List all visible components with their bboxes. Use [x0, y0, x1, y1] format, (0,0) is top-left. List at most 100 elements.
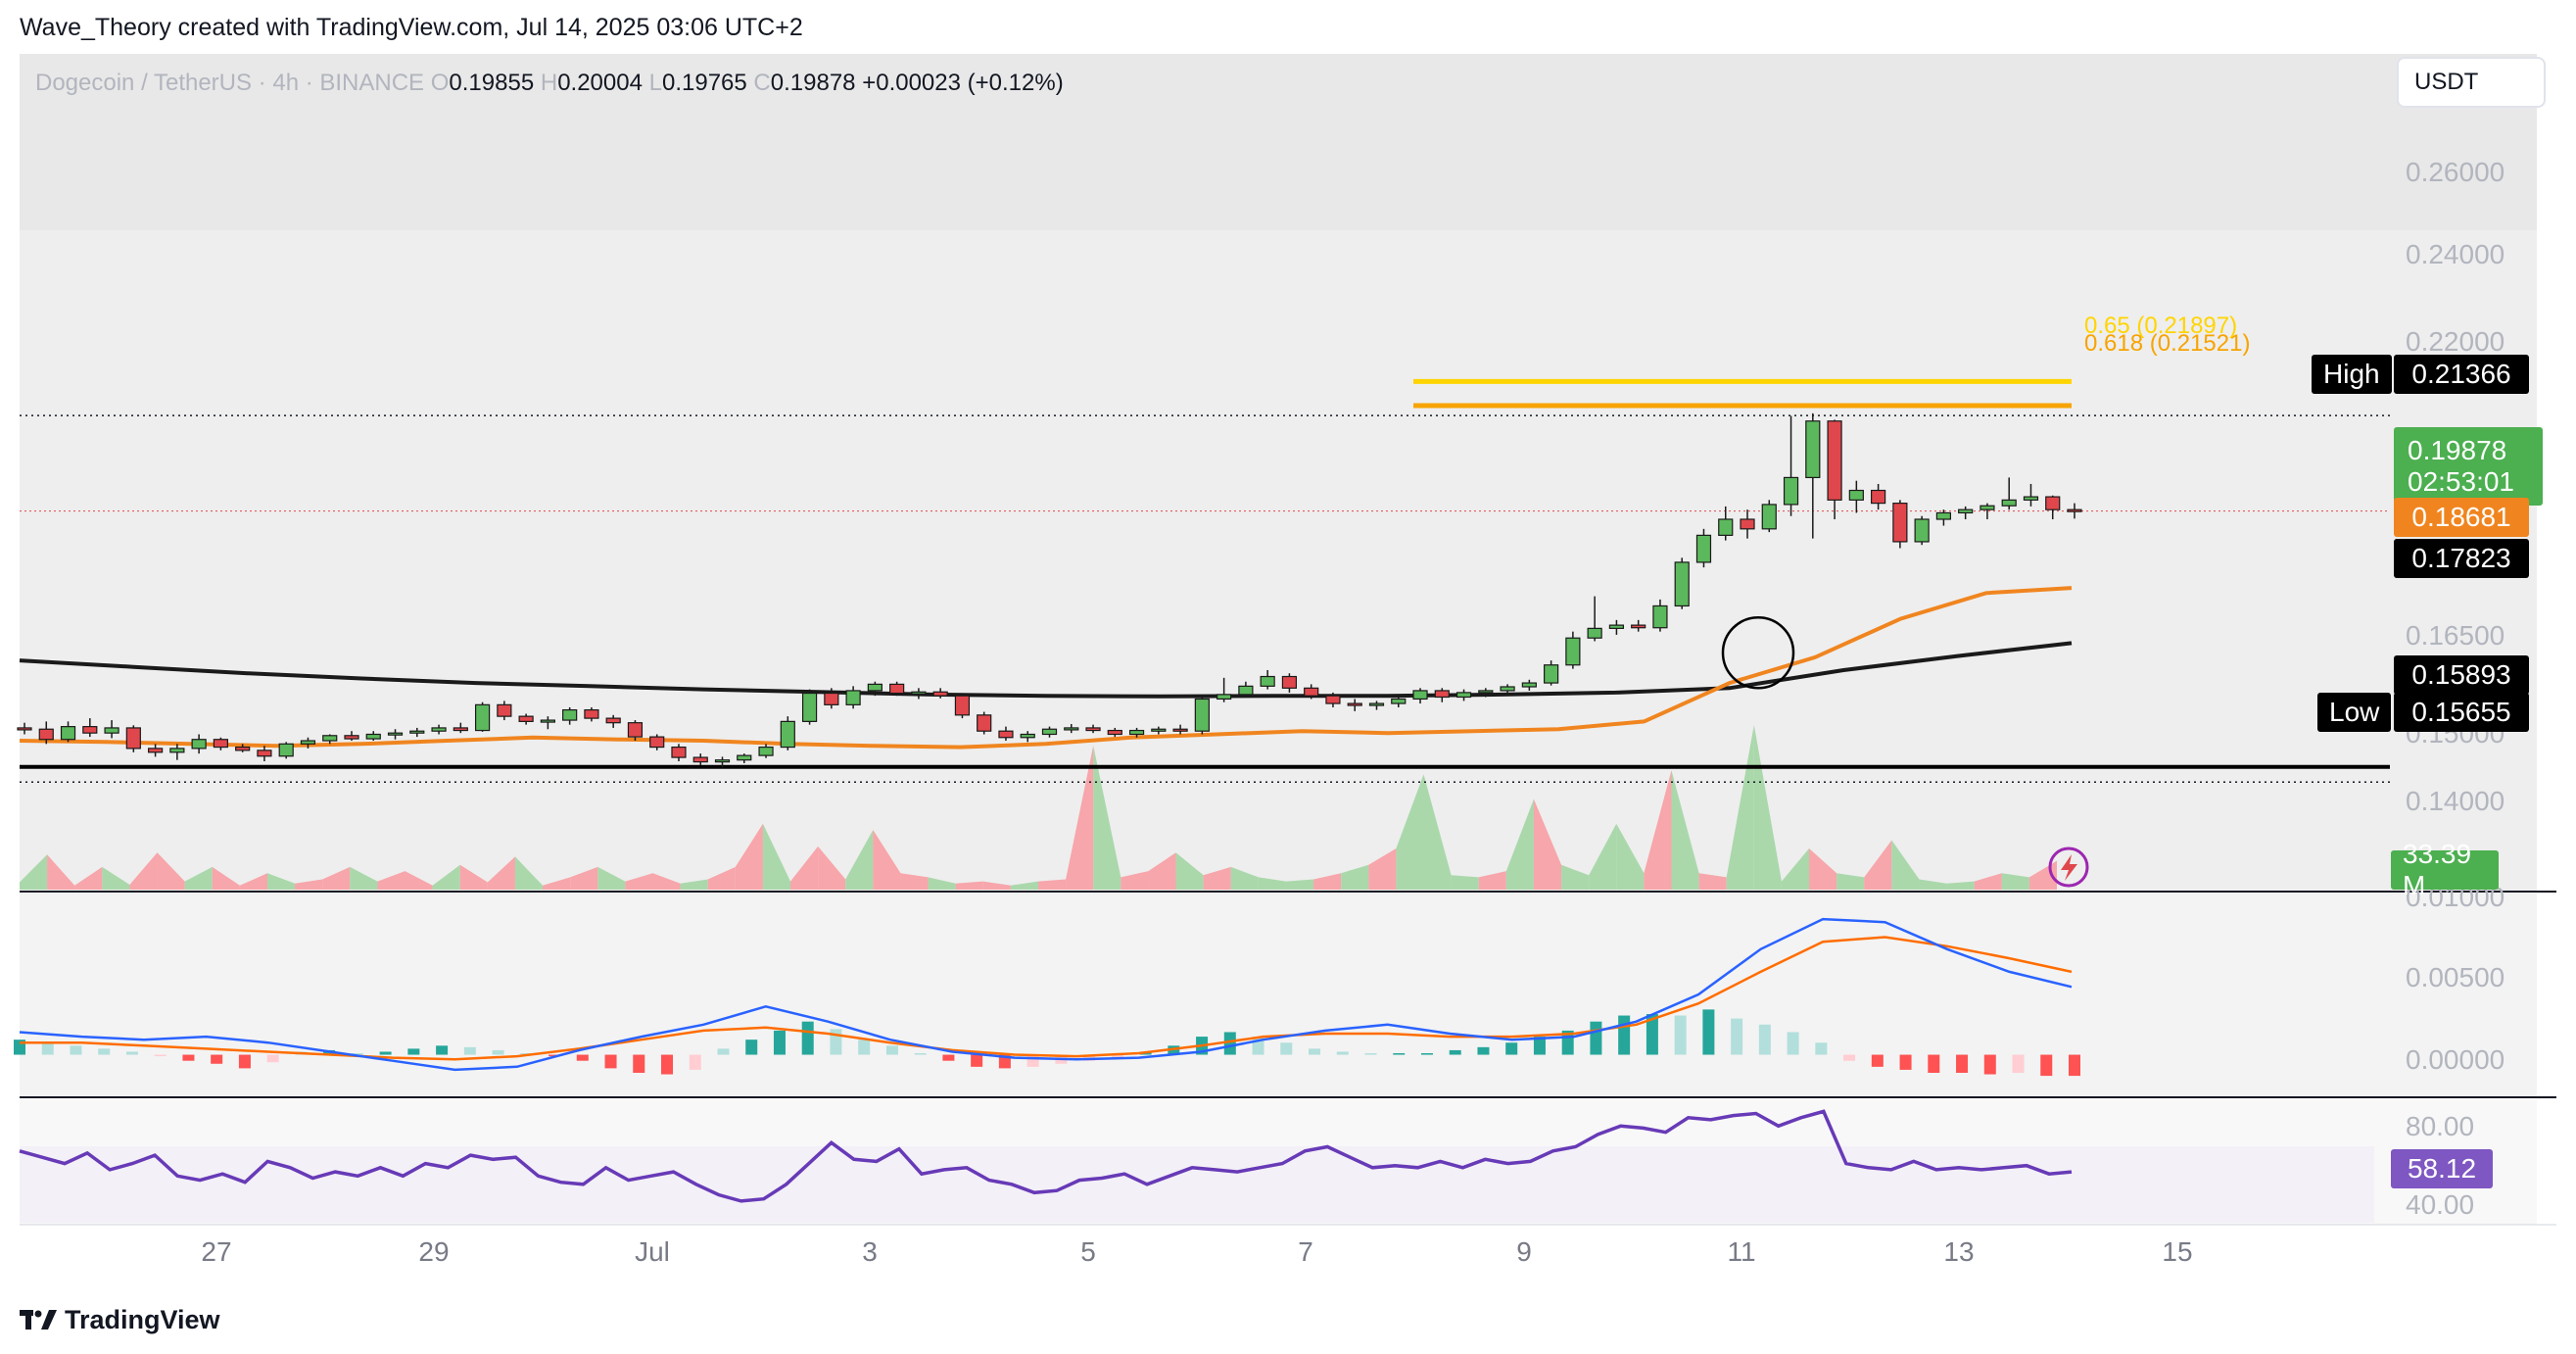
volume-area: [1368, 848, 1397, 890]
volume-area: [405, 871, 433, 890]
low-tag-label: Low: [2317, 693, 2392, 732]
candle: [1128, 727, 1145, 738]
volume-area: [1946, 881, 1975, 890]
candle: [1151, 726, 1167, 735]
volume-area: [322, 866, 351, 890]
macd-tick: 0.00500: [2406, 962, 2505, 992]
candle-body: [954, 695, 971, 716]
candle-body: [2045, 496, 2061, 510]
candle-body: [1434, 690, 1450, 699]
macd-histogram-bar: [70, 1045, 82, 1055]
volume-area: [1478, 871, 1506, 890]
candle: [998, 726, 1014, 742]
candle: [1652, 599, 1668, 632]
candle: [518, 713, 534, 725]
macd-histogram-bar: [351, 1053, 363, 1055]
candle-body: [344, 735, 359, 740]
macd-histogram-bar: [1758, 1024, 1771, 1055]
candle-body: [169, 748, 185, 753]
macd-histogram-bar: [801, 1021, 814, 1055]
high-tag-label: High: [2312, 355, 2392, 394]
candle-body: [911, 691, 927, 695]
candle-body: [758, 746, 774, 756]
cross-highlight-circle: [1721, 616, 1795, 690]
candle: [889, 681, 905, 697]
candle: [1434, 688, 1450, 702]
volume-area: [1038, 879, 1067, 890]
candle-body: [998, 730, 1014, 739]
candle: [932, 688, 948, 699]
alert-bolt-icon: [2048, 846, 2089, 888]
footer-brand[interactable]: TradingView: [20, 1305, 220, 1335]
candle: [1521, 679, 1537, 691]
candle: [1958, 506, 1974, 519]
candle-body: [1544, 664, 1559, 684]
candle-body: [387, 732, 404, 736]
candle: [235, 744, 251, 752]
ema-50-line: [19, 586, 2073, 750]
candle-body: [1478, 690, 1494, 694]
candle: [1368, 701, 1385, 710]
macd-histogram-bar: [1646, 1014, 1658, 1055]
volume-area: [129, 852, 158, 890]
symbol-info-bar[interactable]: Dogecoin / TetherUS · 4h · BINANCE O0.19…: [35, 70, 1064, 97]
macd-histogram-bar: [885, 1045, 898, 1055]
open-label: O: [430, 70, 450, 96]
volume-area: [762, 823, 791, 890]
macd-histogram-bar: [463, 1046, 476, 1055]
candle: [584, 706, 599, 722]
currency-button[interactable]: USDT: [2397, 57, 2546, 108]
volume-area: [735, 823, 763, 890]
macd-histogram-bar: [1026, 1054, 1039, 1067]
macd-histogram-bar: [1336, 1051, 1349, 1055]
candle-body: [1085, 727, 1101, 732]
candle: [1783, 415, 1799, 516]
volume-area: [20, 854, 48, 890]
candle-body: [1391, 698, 1407, 704]
candle-body: [1064, 727, 1079, 731]
macd-histogram-bar: [2069, 1054, 2080, 1077]
candle-body: [977, 714, 992, 732]
candle-body: [235, 746, 251, 751]
candle-body: [60, 726, 76, 741]
volume-area: [1341, 864, 1369, 890]
x-tick: 5: [1080, 1236, 1096, 1267]
volume-area: [1781, 848, 1810, 890]
macd-histogram-bar: [211, 1054, 223, 1064]
low-value: 0.19765: [661, 70, 747, 96]
volume-area: [1533, 798, 1562, 890]
price-tick: 0.26000: [2406, 157, 2505, 187]
macd-histogram-bar: [1787, 1032, 1799, 1055]
tradingview-logo-icon: [20, 1309, 57, 1330]
candle-body: [1260, 675, 1275, 687]
candle: [692, 753, 708, 765]
macd-histogram-bar: [1731, 1018, 1743, 1055]
volume-area: [1809, 848, 1837, 890]
last-price-value: 0.19878: [2408, 435, 2507, 465]
volume-area: [1837, 873, 1865, 890]
candle-body: [714, 759, 731, 763]
macd-line: [19, 917, 2073, 1072]
change-value: +0.00023 (+0.12%): [862, 70, 1064, 96]
volume-area: [1505, 798, 1534, 890]
candle-body: [147, 748, 164, 753]
candle: [1107, 727, 1122, 738]
candle: [714, 756, 731, 768]
volume-area: [1396, 774, 1424, 890]
volume-area: [955, 881, 983, 890]
macd-histogram-bar: [914, 1053, 927, 1055]
volume-area: [900, 873, 929, 890]
volume-area: [1919, 879, 1947, 890]
candle: [1871, 483, 1886, 510]
volume-area: [487, 856, 515, 890]
footer-brand-text: TradingView: [65, 1305, 220, 1334]
candle-body: [627, 722, 644, 738]
macd-histogram-bar: [1111, 1054, 1123, 1058]
rsi-band: [20, 1146, 2374, 1223]
high-value: 0.20004: [557, 70, 643, 96]
candle-body: [1935, 511, 1952, 520]
candle-body: [1565, 637, 1581, 666]
rsi-tag: 58.12: [2391, 1149, 2493, 1188]
macd-histogram-bar: [1928, 1054, 1940, 1073]
